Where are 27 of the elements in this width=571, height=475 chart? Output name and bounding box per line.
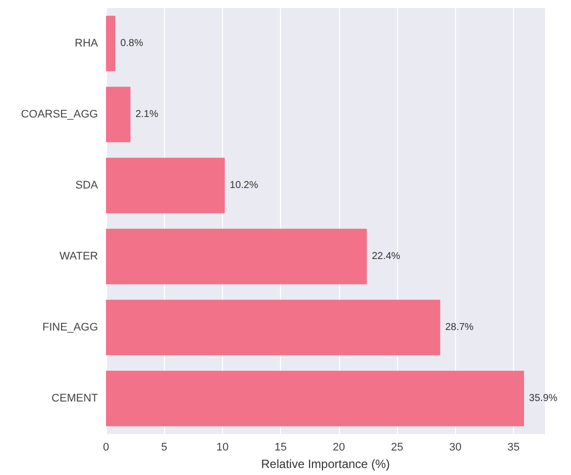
x-axis-title: Relative Importance (%) [261,457,390,471]
x-tick-label: 20 [332,442,346,454]
y-tick-label: WATER [60,250,98,262]
bar [106,370,524,426]
y-tick-label: CEMENT [52,392,98,404]
bar [106,158,225,214]
x-tick-label: 0 [102,442,110,454]
x-tick-label: 25 [390,442,404,454]
x-tick-label: 35 [507,442,520,454]
data-label: 0.8% [120,38,144,49]
y-tick-label: COARSE_AGG [20,108,98,120]
y-tick-label: SDA [75,180,99,192]
y-tick-label: RHA [74,38,99,50]
data-label: 22.4% [372,251,400,262]
x-tick-label: 30 [449,442,462,454]
y-tick-label: FINE_AGG [42,322,98,334]
bar [106,86,130,142]
bar [106,16,116,72]
data-label: 2.1% [135,109,158,120]
bar [106,300,440,356]
data-label: 35.9% [529,393,558,404]
x-tick-label: 15 [274,442,287,454]
x-tick-label: 10 [216,442,229,454]
x-tick-label: 5 [161,442,168,454]
data-label: 10.2% [230,180,258,191]
data-label: 28.7% [445,322,474,333]
bar [106,228,367,284]
